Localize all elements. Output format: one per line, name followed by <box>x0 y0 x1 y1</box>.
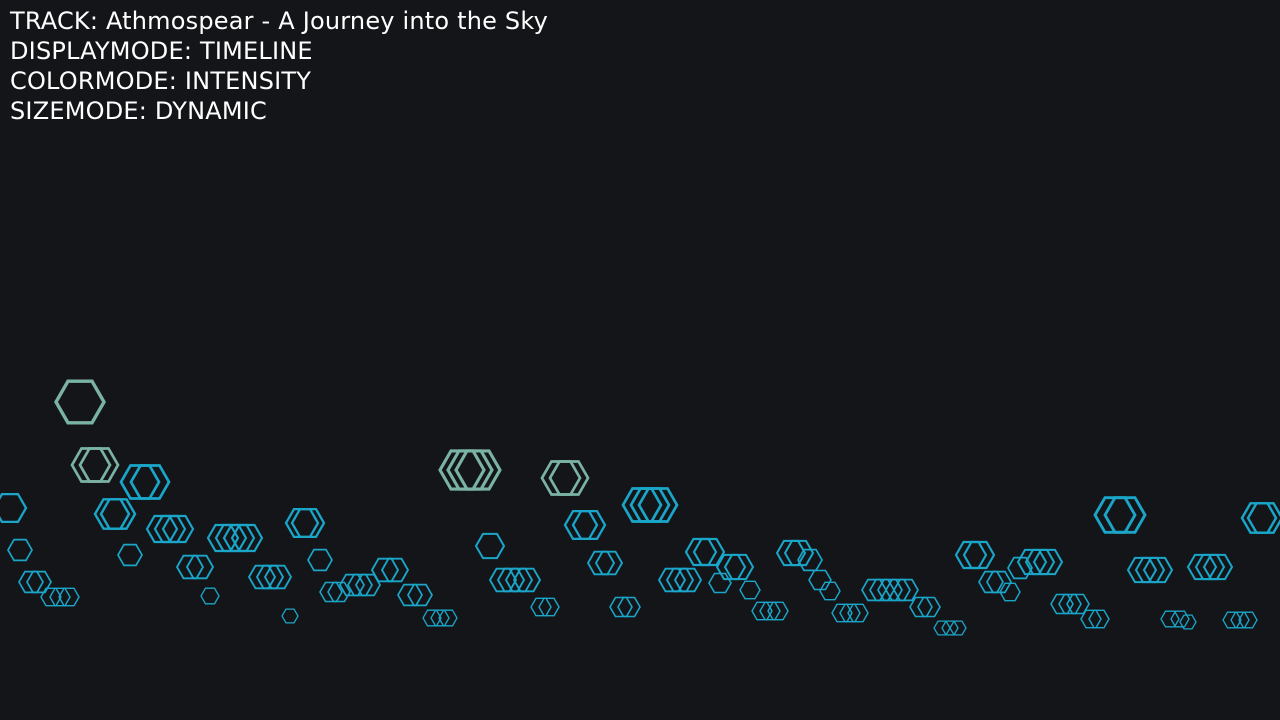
status-overlay: TRACK: Athmospear - A Journey into the S… <box>10 6 548 126</box>
sizemode-label: SIZEMODE: DYNAMIC <box>10 97 268 125</box>
note-hexagon <box>58 587 80 607</box>
note-hexagon <box>99 498 137 530</box>
note-hexagon <box>175 554 205 580</box>
note-hexagon <box>327 581 351 603</box>
note-hexagon <box>1093 496 1137 534</box>
note-hexagon <box>153 514 187 544</box>
note-hexagon <box>986 570 1012 594</box>
note-hexagon <box>78 447 120 483</box>
note-hexagon <box>26 570 52 594</box>
note-hexagon <box>438 609 458 627</box>
note-hexagon <box>1142 556 1174 584</box>
note-hexagon <box>917 596 941 618</box>
note-hexagon <box>563 509 599 541</box>
note-hexagon <box>1088 609 1110 629</box>
displaymode-label: DISPLAYMODE: TIMELINE <box>10 37 313 65</box>
note-hexagon <box>839 603 861 623</box>
note-hexagon <box>893 578 919 602</box>
note-hexagon <box>684 537 718 567</box>
note-hexagon <box>0 492 28 524</box>
note-hexagon <box>430 609 450 627</box>
note-hexagon <box>185 554 215 580</box>
note-hexagon <box>751 601 773 621</box>
note-hexagon <box>49 587 71 607</box>
note-hexagon <box>723 553 755 581</box>
note-hexagon <box>1246 502 1280 534</box>
note-hexagon <box>847 603 869 623</box>
note-hexagon <box>1179 614 1197 630</box>
note-hexagon <box>708 572 732 594</box>
track-label: TRACK: Athmospear - A Journey into the S… <box>10 7 549 35</box>
note-hexagon <box>673 567 703 593</box>
note-hexagon <box>949 620 967 636</box>
note-hexagon <box>594 550 624 576</box>
note-hexagon <box>808 569 832 591</box>
note-hexagon <box>629 487 671 523</box>
note-hexagon <box>1080 609 1102 629</box>
note-hexagon <box>40 587 62 607</box>
note-hexagon <box>70 447 112 483</box>
note-hexagon <box>954 540 988 570</box>
note-hexagon <box>540 460 582 496</box>
note-hexagon <box>200 587 220 605</box>
note-hexagon <box>54 379 106 425</box>
note-hexagon <box>621 487 663 523</box>
note-hexagon <box>1007 556 1033 580</box>
note-hexagon <box>454 449 502 491</box>
note-hexagon <box>548 460 590 496</box>
note-hexagon <box>117 543 143 567</box>
note-hexagon <box>290 507 326 539</box>
note-hexagon <box>617 596 641 618</box>
note-hexagon <box>380 557 410 583</box>
note-hexagon <box>230 523 264 553</box>
note-hexagon <box>474 532 506 560</box>
note-hexagon <box>512 567 542 593</box>
note-hexagon <box>692 537 726 567</box>
note-hexagon <box>370 557 400 583</box>
note-hexagon <box>119 464 161 500</box>
note-hexagon <box>962 540 996 570</box>
note-hexagon <box>783 539 815 567</box>
note-hexagon <box>530 597 552 617</box>
note-hexagon <box>999 582 1021 602</box>
note-hexagon <box>397 583 423 607</box>
note-hexagon <box>1103 496 1147 534</box>
note-hexagon <box>831 603 853 623</box>
note-hexagon <box>571 509 607 541</box>
note-hexagon <box>7 538 33 562</box>
note-hexagon <box>1238 611 1258 629</box>
note-hexagon <box>263 564 293 590</box>
note-hexagon <box>538 597 560 617</box>
note-hexagon <box>1170 610 1190 628</box>
note-hexagon <box>161 514 195 544</box>
note-hexagon <box>407 583 433 607</box>
note-hexagon <box>819 581 841 601</box>
note-hexagon <box>759 601 781 621</box>
note-hexagon <box>767 601 789 621</box>
note-hexagon <box>129 464 171 500</box>
note-hexagon <box>637 487 679 523</box>
colormode-label: COLORMODE: INTENSITY <box>10 67 312 95</box>
note-hexagon <box>739 580 761 600</box>
note-hexagon <box>307 548 333 572</box>
note-hexagon <box>1032 548 1064 576</box>
note-hexagon <box>1202 553 1234 581</box>
note-hexagon <box>1230 611 1250 629</box>
note-hexagon <box>1160 610 1180 628</box>
note-hexagon <box>281 608 299 624</box>
